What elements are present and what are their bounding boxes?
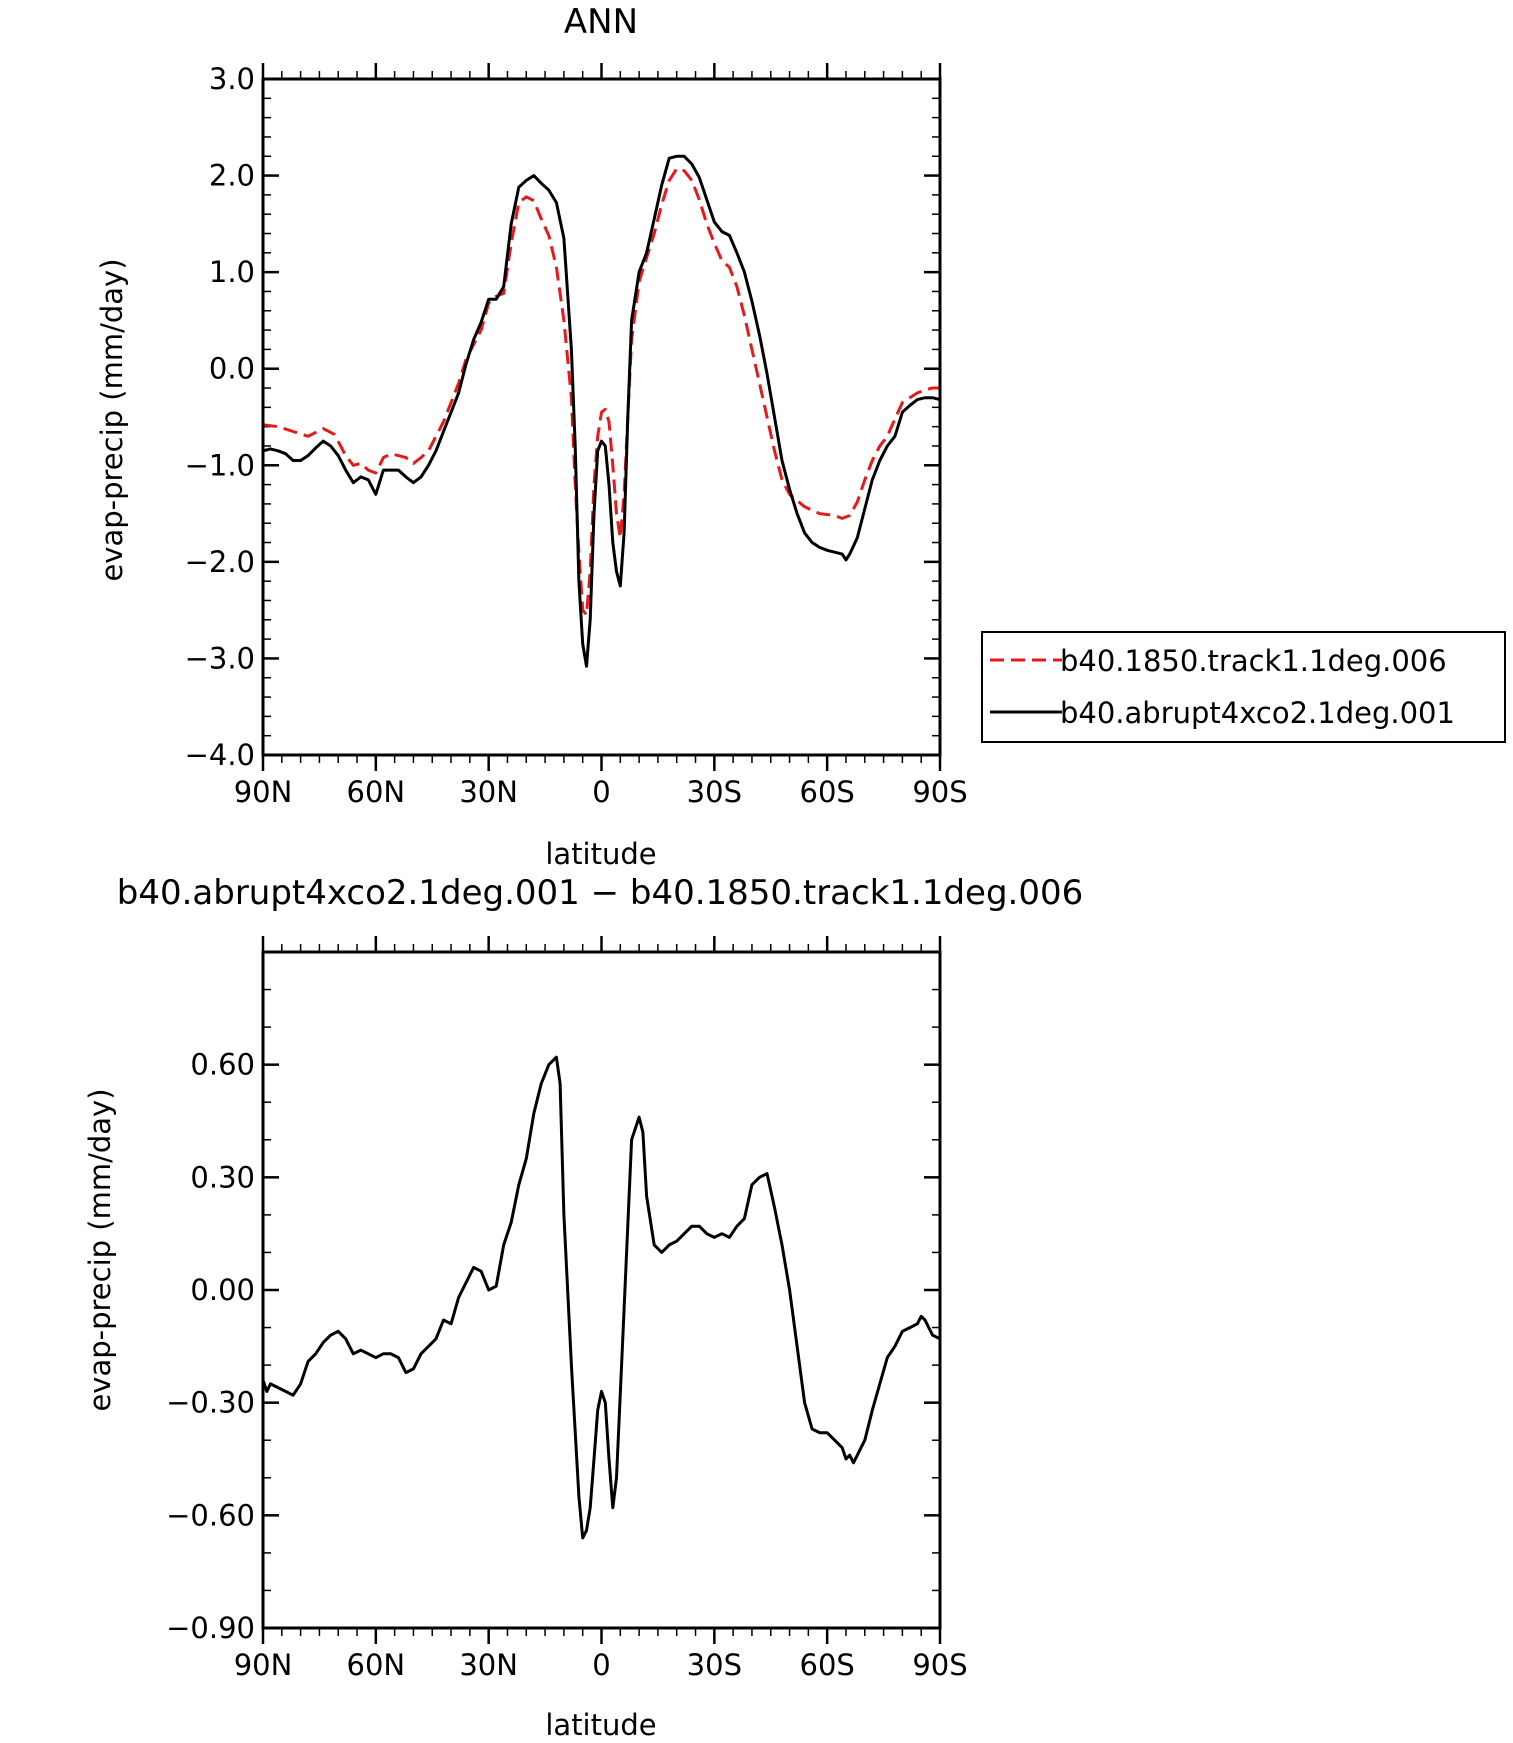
x-tick-label: 90N [234, 775, 293, 809]
y-axis-label: evap-precip (mm/day) [95, 258, 129, 581]
y-tick-label: −0.90 [166, 1611, 255, 1645]
y-tick-label: −3.0 [185, 641, 255, 675]
x-tick-label: 90S [912, 775, 967, 809]
y-tick-label: −0.60 [166, 1498, 255, 1532]
y-tick-label: 1.0 [209, 255, 255, 289]
y-tick-label: 2.0 [209, 159, 255, 193]
x-axis-label: latitude [545, 1708, 656, 1742]
x-tick-label: 0 [592, 775, 610, 809]
y-axis-label: evap-precip (mm/day) [83, 1088, 117, 1411]
x-tick-label: 30N [459, 775, 518, 809]
x-axis-label: latitude [545, 837, 656, 871]
plot-frame [261, 950, 942, 1630]
y-tick-label: 0.0 [209, 352, 255, 386]
chart-title: ANN [564, 2, 638, 42]
x-tick-label: 60N [347, 775, 406, 809]
x-tick-label: 90N [234, 1648, 293, 1682]
x-tick-label: 90S [912, 1648, 967, 1682]
x-tick-label: 60S [800, 1648, 855, 1682]
y-tick-label: 0.00 [190, 1273, 255, 1307]
series-line-1 [262, 154, 941, 668]
series-line-0 [262, 167, 940, 617]
y-tick-label: 3.0 [209, 62, 255, 96]
x-tick-labels: 90N 60N 30N 0 30S 60S 90S [234, 775, 968, 809]
y-tick-label: −0.30 [166, 1386, 255, 1420]
x-tick-label: 30S [687, 775, 742, 809]
chart-title: b40.abrupt4xco2.1deg.001 − b40.1850.trac… [117, 873, 1084, 913]
legend: b40.1850.track1.1deg.006 b40.abrupt4xco2… [981, 631, 1506, 743]
y-tick-label: −4.0 [185, 738, 255, 772]
y-tick-label: 0.60 [190, 1048, 255, 1082]
plot-frame [261, 77, 942, 757]
x-tick-label: 60N [347, 1648, 406, 1682]
y-tick-label: 0.30 [190, 1160, 255, 1194]
legend-label-abrupt4xco2: b40.abrupt4xco2.1deg.001 [1060, 696, 1455, 730]
axis-ticks [261, 936, 942, 1644]
y-tick-label: −2.0 [185, 545, 255, 579]
legend-box [981, 631, 1506, 743]
x-tick-labels: 90N 60N 30N 0 30S 60S 90S [234, 1648, 968, 1682]
chart-panel-difference: b40.abrupt4xco2.1deg.001 − b40.1850.trac… [83, 873, 1083, 1742]
y-tick-labels: −4.0 −3.0 −2.0 −1.0 0.0 1.0 2.0 3.0 [185, 62, 255, 772]
legend-label-baseline: b40.1850.track1.1deg.006 [1060, 644, 1447, 678]
x-tick-label: 30N [459, 1648, 518, 1682]
x-tick-label: 30S [687, 1648, 742, 1682]
series-lines [261, 1055, 941, 1540]
y-tick-label: −1.0 [185, 448, 255, 482]
series-lines [262, 154, 941, 668]
y-tick-labels: −0.90 −0.60 −0.30 0.00 0.30 0.60 [166, 1048, 255, 1645]
series-line-0 [261, 1055, 941, 1540]
x-tick-label: 60S [800, 775, 855, 809]
x-tick-label: 0 [592, 1648, 610, 1682]
chart-panel-ann: ANN evap-precip (mm/day) latitude −4.0 −3… [95, 2, 968, 871]
